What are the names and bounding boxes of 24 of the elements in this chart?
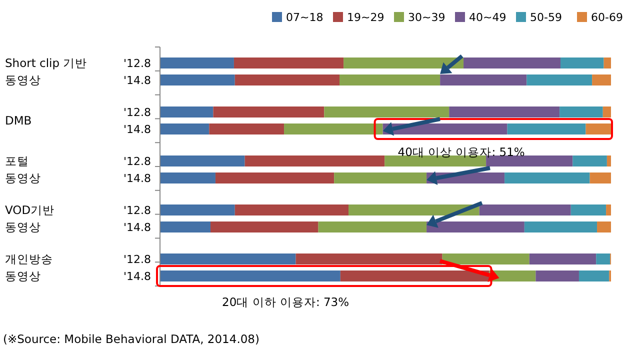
text: (※Source: Mobile Behavioral DATA, 2014.08) (3, 332, 260, 346)
y-tick-label: '14.8 (123, 270, 151, 283)
y-tick-label: '12.8 (123, 155, 151, 168)
annotation: 40대 이상 이용자: 51% (398, 145, 525, 159)
y-tick-label: '14.8 (123, 172, 151, 185)
text: Short clip 기반 동영상 (5, 56, 88, 87)
text: VOD기반 동영상 (5, 203, 55, 234)
y-tick-label: '14.8 (123, 74, 151, 87)
text: 포털 동영상 (5, 154, 41, 185)
legend-label: 40~49 (469, 11, 506, 24)
legend-label: 50-59 (530, 11, 562, 24)
legend-label: 60-69 (591, 11, 623, 24)
y-tick-label: '12.8 (123, 57, 151, 70)
text: 20대 이하 이용자: 73% (222, 295, 350, 309)
legend-label: 30~39 (408, 11, 446, 24)
y-tick-label: '14.8 (123, 221, 151, 234)
y-tick-label: '14.8 (123, 123, 151, 136)
y-tick-label: '12.8 (123, 204, 151, 217)
y-tick-label: '12.8 (123, 253, 151, 266)
legend-label: 07~18 (286, 11, 324, 24)
text: DMB (5, 114, 32, 128)
legend-label: 19~29 (347, 11, 384, 24)
text: 개인방송 동영상 (5, 252, 53, 283)
y-tick-label: '12.8 (123, 106, 151, 119)
